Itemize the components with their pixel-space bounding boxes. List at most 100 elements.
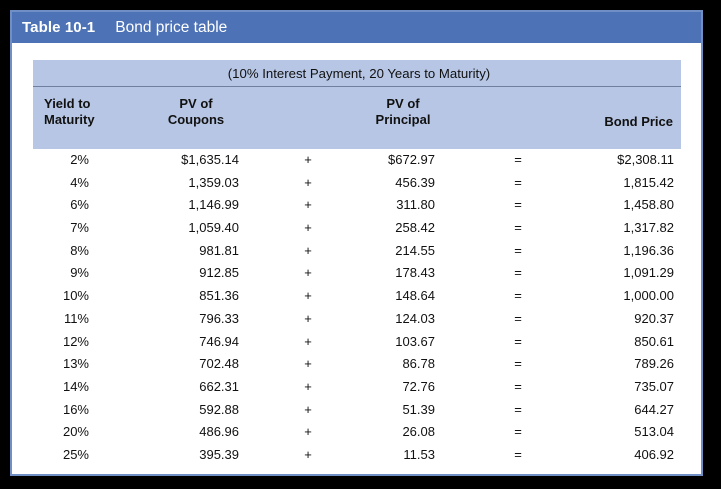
equals-sign: =	[514, 242, 522, 258]
table-row: 2% $1,635.14 + $672.97 = $2,308.11	[33, 149, 681, 172]
price-cell: 1,458.80	[623, 197, 674, 213]
coupons-cell: 981.81	[199, 242, 239, 258]
table-subheader: (10% Interest Payment, 20 Years to Matur…	[33, 60, 681, 87]
table-row: 8% 981.81 +214.55 = 1,196.36	[33, 240, 681, 263]
yield-cell: 2%	[70, 152, 89, 167]
coupons-cell: 912.85	[199, 265, 239, 281]
table-row: 12% 746.94 +103.67 = 850.61	[33, 331, 681, 354]
yield-cell: 25%	[62, 446, 89, 462]
principal-cell: 51.39	[402, 401, 435, 417]
plus-sign: +	[304, 310, 312, 326]
coupons-cell: 395.39	[199, 446, 239, 462]
coupons-cell: 702.48	[199, 356, 239, 372]
price-cell: 406.92	[634, 446, 674, 462]
column-header-coupons: PV of Coupons	[167, 96, 225, 127]
price-cell: 789.26	[634, 356, 674, 372]
column-header-price: Bond Price	[604, 114, 673, 129]
price-cell: 513.04	[634, 424, 674, 440]
yield-cell: 8%	[70, 242, 89, 258]
equals-sign: =	[514, 265, 522, 281]
coupons-cell: 1,146.99	[188, 197, 239, 213]
principal-cell: 11.53	[403, 446, 435, 462]
table-title: Bond price table	[115, 18, 228, 36]
equals-sign: =	[514, 288, 522, 304]
coupons-cell: 486.96	[199, 424, 239, 440]
equals-sign: =	[514, 378, 522, 394]
plus-sign: +	[304, 242, 312, 258]
table-body: 2% $1,635.14 + $672.97 = $2,308.11 4% 1,359.03 +…	[33, 149, 681, 467]
price-cell: 1,317.82	[623, 220, 674, 236]
coupons-cell: 662.31	[199, 378, 239, 394]
table-row: 20% 486.96 +26.08 = 513.04	[33, 421, 681, 444]
column-header-yield: Yield to Maturity	[44, 96, 95, 127]
plus-sign: +	[304, 220, 312, 236]
subheader-text: (10% Interest Payment, 20 Years to Matur…	[227, 65, 491, 81]
principal-cell: 72.76	[402, 378, 435, 394]
table-row: 4% 1,359.03 +456.39 = 1,815.42	[33, 172, 681, 195]
equals-sign: =	[514, 220, 522, 236]
equals-sign: =	[514, 174, 522, 190]
principal-cell: 258.42	[395, 220, 435, 236]
table-number: Table 10-1	[22, 19, 96, 36]
yield-cell: 7%	[70, 220, 89, 236]
principal-cell: 311.80	[396, 197, 435, 213]
equals-sign: =	[514, 152, 522, 167]
coupons-cell: 1,059.40	[188, 220, 239, 236]
plus-sign: +	[304, 378, 312, 394]
table-row: 25% 395.39 +11.53 = 406.92	[33, 444, 681, 467]
yield-cell: 4%	[70, 174, 89, 190]
coupons-cell: 796.33	[199, 310, 239, 326]
equals-sign: =	[514, 333, 522, 349]
principal-cell: $672.97	[388, 152, 435, 167]
principal-cell: 148.64	[395, 288, 435, 304]
plus-sign: +	[304, 174, 312, 190]
yield-cell: 6%	[70, 197, 89, 213]
plus-sign: +	[304, 152, 312, 167]
yield-cell: 9%	[70, 265, 89, 281]
principal-cell: 456.39	[395, 174, 435, 190]
plus-sign: +	[304, 265, 312, 281]
equals-sign: =	[514, 356, 522, 372]
yield-cell: 16%	[62, 401, 89, 417]
plus-sign: +	[304, 446, 312, 462]
price-cell: 1,000.00	[623, 288, 674, 304]
equals-sign: =	[514, 424, 522, 440]
equals-sign: =	[514, 446, 522, 462]
equals-sign: =	[514, 401, 522, 417]
yield-cell: 10%	[62, 288, 89, 304]
table-row: 11% 796.33 +124.03 = 920.37	[33, 308, 681, 331]
coupons-cell: $1,635.14	[181, 152, 239, 167]
coupons-cell: 851.36	[199, 288, 239, 304]
principal-cell: 103.67	[395, 333, 435, 349]
column-header-principal: PV of Principal	[375, 96, 431, 127]
table-frame: Table 10-1 Bond price table (10% Interes…	[10, 10, 703, 476]
yield-cell: 20%	[62, 424, 89, 440]
table-row: 13% 702.48 +86.78 = 789.26	[33, 353, 681, 376]
principal-cell: 124.03	[395, 310, 435, 326]
price-cell: 920.37	[634, 310, 674, 326]
yield-cell: 13%	[62, 356, 89, 372]
plus-sign: +	[304, 356, 312, 372]
coupons-cell: 1,359.03	[188, 174, 239, 190]
principal-cell: 214.55	[395, 242, 435, 258]
plus-sign: +	[304, 197, 312, 213]
principal-cell: 26.08	[402, 424, 435, 440]
price-cell: 1,815.42	[623, 174, 674, 190]
column-headers: Yield to Maturity PV of Coupons PV of Pr…	[33, 87, 681, 149]
plus-sign: +	[304, 288, 312, 304]
price-cell: 1,196.36	[623, 242, 674, 258]
table-row: 6% 1,146.99 +311.80 = 1,458.80	[33, 194, 681, 217]
price-cell: 644.27	[634, 401, 674, 417]
equals-sign: =	[514, 310, 522, 326]
principal-cell: 86.78	[402, 356, 435, 372]
table-row: 9% 912.85 +178.43 = 1,091.29	[33, 262, 681, 285]
plus-sign: +	[304, 424, 312, 440]
price-cell: 850.61	[634, 333, 674, 349]
yield-cell: 12%	[62, 333, 89, 349]
table-row: 10% 851.36 +148.64 = 1,000.00	[33, 285, 681, 308]
table-title-bar: Table 10-1 Bond price table	[12, 12, 701, 43]
table-row: 7% 1,059.40 +258.42 = 1,317.82	[33, 217, 681, 240]
coupons-cell: 746.94	[199, 333, 239, 349]
yield-cell: 11%	[63, 310, 89, 326]
coupons-cell: 592.88	[199, 401, 239, 417]
